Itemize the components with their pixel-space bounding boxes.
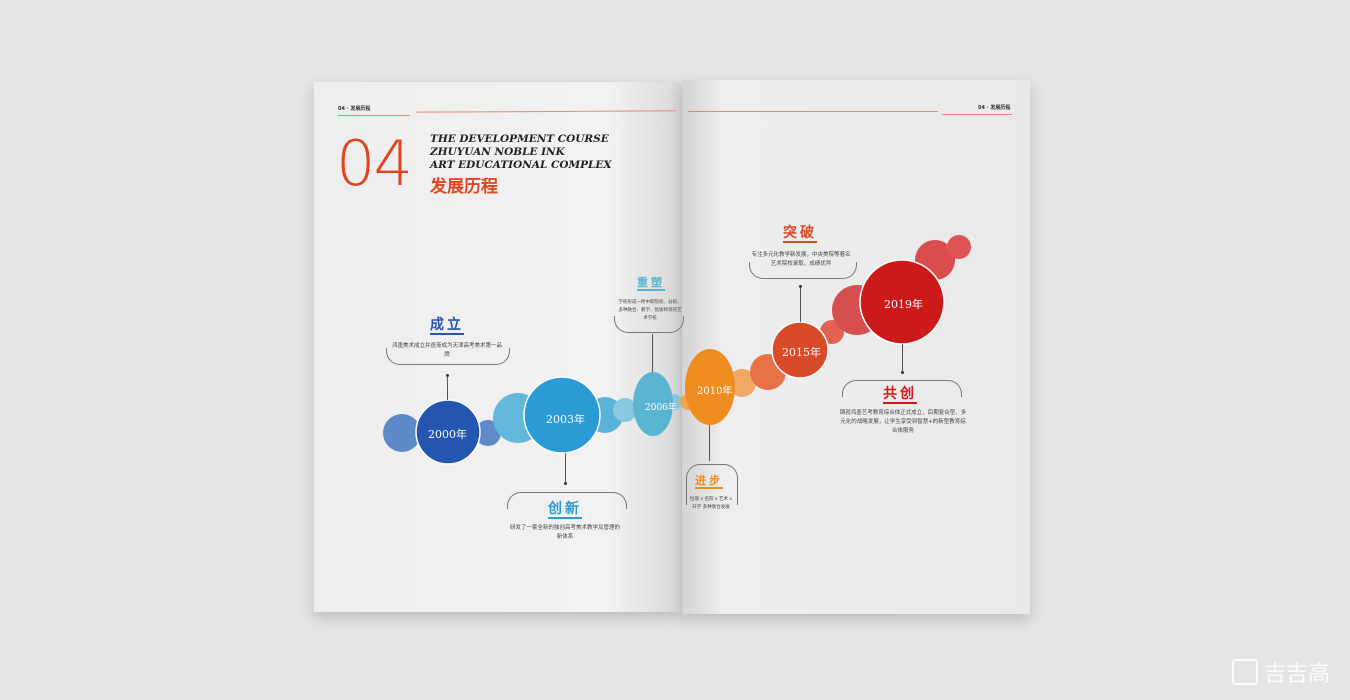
- year-2019: 2019年: [884, 298, 923, 311]
- chapter-number: 04: [336, 127, 413, 200]
- bubble-2003: [523, 376, 601, 454]
- title-en-2: ZHUYUAN NOBLE INK: [430, 146, 565, 158]
- header-rule: [942, 114, 1012, 115]
- bracket: [749, 262, 857, 279]
- right-page: [682, 80, 1030, 614]
- milestone-desc: 研发了一套全新的独创高考美术教学及管理的新体系: [510, 525, 621, 540]
- bubble: [383, 414, 421, 452]
- title-en-3: ART EDUCATIONAL COMPLEX: [430, 159, 612, 171]
- milestone-label: 创新: [548, 501, 582, 519]
- connector-dot: [446, 374, 449, 377]
- bubble-2010: [685, 349, 735, 425]
- milestone-desc: 鸿墨美术成立并逐渐成为天津高考美术第一品牌: [392, 343, 503, 358]
- header-rule: [338, 115, 410, 116]
- bubble: [613, 398, 637, 422]
- left-page: [314, 82, 681, 612]
- bracket: [386, 348, 510, 365]
- title-en-1: THE DEVELOPMENT COURSE: [430, 133, 609, 145]
- bubble: [947, 235, 971, 259]
- header-left: 04 · 发展历程: [338, 106, 371, 112]
- bubble-2000: [415, 399, 481, 465]
- bubble-2015: [771, 321, 829, 379]
- connector-line: [902, 344, 903, 372]
- milestone-label: 进步: [695, 474, 723, 489]
- milestone-label: 共创: [883, 386, 917, 404]
- connector-line: [709, 425, 710, 461]
- bubble: [728, 369, 756, 397]
- connector-line: [652, 334, 653, 372]
- milestone-desc: 专注多元化教学新发展，中央美院等著名艺术院校录取，成绩优异: [751, 252, 851, 267]
- watermark-text: 吉吉高: [1263, 662, 1330, 687]
- watermark: 吉吉高: [1231, 656, 1330, 688]
- year-2003: 2003年: [546, 413, 585, 426]
- milestone-label: 成立: [430, 317, 464, 335]
- bracket: [686, 464, 738, 505]
- milestone-desc: 学校形成一所中职院校、分校、多种融合、教学、优质师资的艺术学校: [618, 300, 682, 321]
- header-right: 04 · 发展历程: [978, 105, 1011, 111]
- milestone-label: 突破: [783, 225, 817, 243]
- title-block: THE DEVELOPMENT COURSE ZHUYUAN NOBLE INK…: [430, 133, 612, 197]
- connector-line: [447, 376, 448, 400]
- connector-dot: [564, 482, 567, 485]
- watermark-logo-icon: [1231, 659, 1258, 685]
- year-2015: 2015年: [782, 346, 821, 359]
- milestone-desc: 铸就鸿墨艺考教育综合体正式成立，后期复合型、多元化的战略发展，让学生享受到智慧+…: [839, 410, 967, 434]
- connector-line: [800, 287, 801, 322]
- year-2006: 2006年: [645, 403, 677, 413]
- title-cn: 发展历程: [430, 177, 498, 197]
- connector-dot: [799, 285, 802, 288]
- milestone-desc: 恒瑞 x 名院 x 艺术 x 升学 多种联合发展: [689, 497, 733, 510]
- connector-dot: [901, 371, 904, 374]
- year-2010: 2010年: [697, 386, 733, 397]
- bubble-2006: [633, 372, 673, 436]
- connector-line: [565, 453, 566, 483]
- milestone-label: 重塑: [637, 276, 665, 291]
- bracket: [614, 316, 684, 333]
- year-2000: 2000年: [428, 428, 467, 441]
- header-rule: [688, 111, 938, 112]
